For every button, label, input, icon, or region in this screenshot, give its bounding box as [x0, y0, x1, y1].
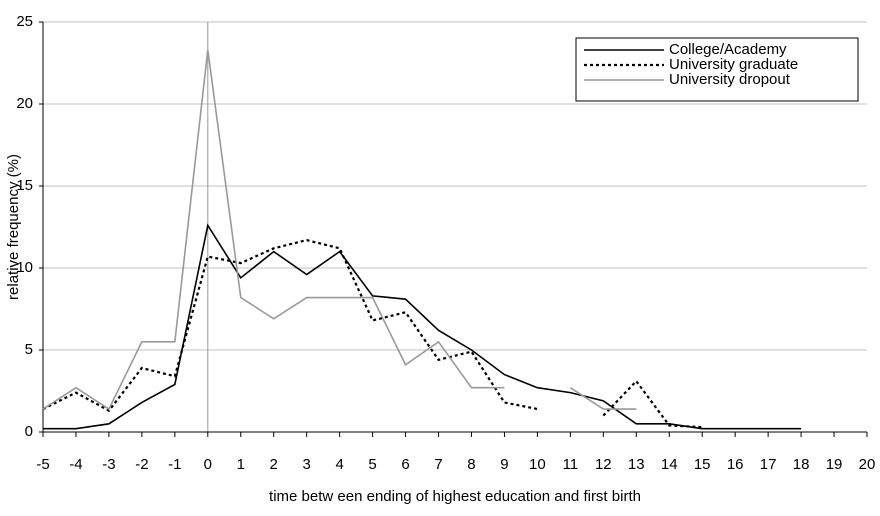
y-tick-label: 0 [25, 423, 33, 440]
x-axis-label: time betw een ending of highest educatio… [269, 488, 641, 505]
x-tick-label: -3 [102, 456, 115, 473]
x-tick-label: 13 [628, 456, 645, 473]
x-tick-label: -5 [36, 456, 49, 473]
x-tick-label: 10 [529, 456, 546, 473]
x-tick-label: 14 [661, 456, 678, 473]
series-line [43, 223, 802, 430]
series-line [42, 49, 637, 411]
x-tick-label: 1 [237, 456, 245, 473]
y-tick-label: 25 [16, 13, 33, 30]
x-tick-label: 5 [368, 456, 376, 473]
x-tick-label: 19 [826, 456, 843, 473]
x-tick-label: 12 [595, 456, 612, 473]
x-tick-label: 11 [563, 456, 579, 473]
x-tick-label: -1 [168, 456, 181, 473]
x-tick-label: 9 [500, 456, 508, 473]
y-tick-label: 10 [16, 259, 33, 276]
x-tick-label: 4 [335, 456, 343, 473]
y-tick-label: 5 [25, 341, 33, 358]
x-tick-label: 6 [401, 456, 409, 473]
x-tick-label: -2 [135, 456, 148, 473]
y-axis-label: relative frequency (%) [5, 154, 22, 300]
x-tick-label: 2 [270, 456, 278, 473]
x-tick-label: 18 [793, 456, 810, 473]
legend-label: University dropout [669, 71, 791, 88]
legend-label: College/Academy [669, 41, 787, 58]
y-tick-label: 20 [16, 95, 33, 112]
series-line [42, 238, 703, 429]
legend-box [575, 37, 859, 102]
x-tick-label: 3 [303, 456, 311, 473]
x-tick-label: 15 [694, 456, 711, 473]
x-tick-label: -4 [69, 456, 82, 473]
x-tick-label: 7 [434, 456, 442, 473]
y-tick-label: 15 [16, 177, 33, 194]
x-tick-label: 0 [204, 456, 212, 473]
x-tick-label: 20 [859, 456, 876, 473]
legend-label: University graduate [669, 56, 798, 73]
x-tick-label: 8 [467, 456, 475, 473]
x-tick-label: 17 [760, 456, 777, 473]
x-tick-label: 16 [727, 456, 744, 473]
